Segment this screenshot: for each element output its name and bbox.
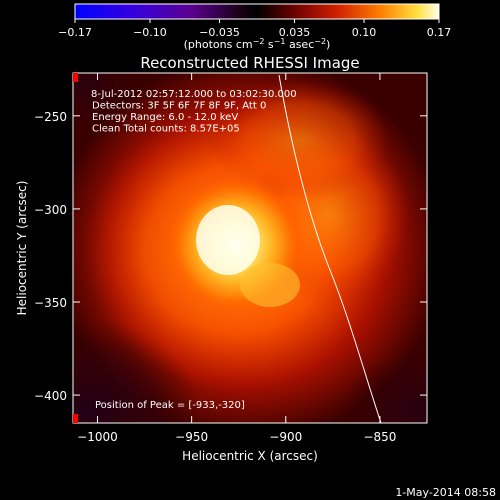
x-tick-label: −1000 bbox=[77, 430, 118, 444]
colorbar-gradient bbox=[74, 3, 440, 20]
chart-title: Reconstructed RHESSI Image bbox=[140, 54, 359, 72]
x-axis-ticks: −1000 −950 −900 −850 bbox=[77, 73, 396, 444]
heatmap-image bbox=[73, 73, 427, 423]
y-tick-label: −350 bbox=[34, 296, 67, 310]
y-tick-label: −300 bbox=[34, 203, 67, 217]
y-tick-label: −250 bbox=[34, 110, 67, 124]
corner-marker-bl bbox=[73, 414, 78, 423]
colorbar-tick-label: −0.17 bbox=[58, 26, 92, 39]
colorbar-tick-label: 0.10 bbox=[352, 26, 377, 39]
annotation-line: Clean Total counts: 8.57E+05 bbox=[92, 124, 240, 135]
solar-limb-arc bbox=[278, 74, 382, 423]
y-tick-label: −400 bbox=[34, 389, 67, 403]
annotation-line: Detectors: 3F 5F 6F 7F 8F 9F, Att 0 bbox=[92, 101, 266, 112]
corner-marker-tl bbox=[73, 73, 78, 82]
annotation-line: Energy Range: 6.0 - 12.0 keV bbox=[92, 112, 238, 123]
peak-position-label: Position of Peak = [-933,-320] bbox=[95, 400, 245, 411]
x-axis-label: Heliocentric X (arcsec) bbox=[182, 449, 318, 463]
colorbar-tick-label: −0.10 bbox=[133, 26, 167, 39]
y-axis-ticks: −250 −300 −350 −400 bbox=[34, 110, 427, 403]
footer-date: 1-May-2014 08:58 bbox=[395, 486, 496, 499]
colorbar-ticks: −0.17 −0.10 −0.035 0.035 0.10 0.17 bbox=[58, 19, 451, 39]
colorbar-tick-label: 0.035 bbox=[279, 26, 311, 39]
x-tick-label: −900 bbox=[269, 430, 302, 444]
observation-annotations: 8-Jul-2012 02:57:12.000 to 03:02:30.000D… bbox=[91, 89, 297, 135]
x-tick-label: −850 bbox=[363, 430, 396, 444]
y-axis-label: Heliocentric Y (arcsec) bbox=[15, 181, 29, 316]
annotation-line: 8-Jul-2012 02:57:12.000 to 03:02:30.000 bbox=[91, 89, 297, 100]
colorbar: −0.17 −0.10 −0.035 0.035 0.10 0.17 (photons c… bbox=[58, 3, 451, 51]
colorbar-tick-label: −0.035 bbox=[199, 26, 240, 39]
plot-frame bbox=[72, 72, 428, 424]
x-tick-label: −950 bbox=[175, 430, 208, 444]
colorbar-tick-label: 0.17 bbox=[427, 26, 452, 39]
colorbar-unit-label: (photons cm−2 s−1 asec−2) bbox=[184, 37, 331, 51]
